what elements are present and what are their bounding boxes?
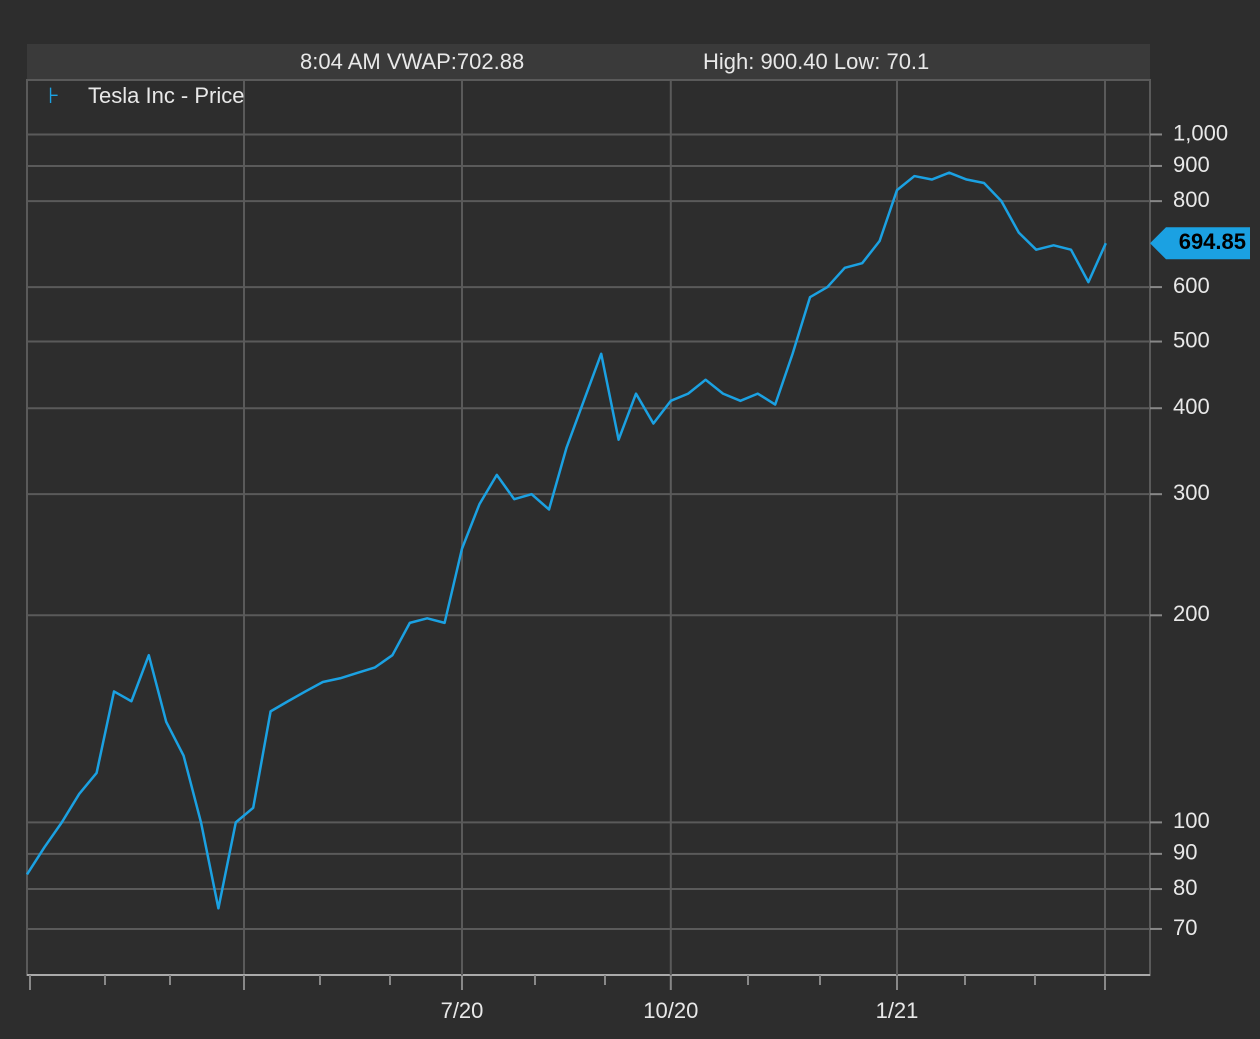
header-band bbox=[27, 44, 1150, 80]
x-tick-label: 1/21 bbox=[876, 998, 919, 1023]
legend-label: Tesla Inc - Price bbox=[88, 83, 245, 108]
y-tick-label: 80 bbox=[1173, 875, 1197, 900]
y-tick-label: 400 bbox=[1173, 394, 1210, 419]
last-price-label: 694.85 bbox=[1179, 229, 1246, 254]
y-tick-label: 90 bbox=[1173, 840, 1197, 865]
y-tick-label: 1,000 bbox=[1173, 120, 1228, 145]
y-tick-label: 200 bbox=[1173, 601, 1210, 626]
header-high-low: High: 900.40 Low: 70.1 bbox=[703, 49, 929, 74]
header-vwap: 8:04 AM VWAP:702.88 bbox=[300, 49, 524, 74]
y-tick-label: 800 bbox=[1173, 187, 1210, 212]
legend-icon: ⊦ bbox=[48, 83, 59, 108]
y-tick-label: 900 bbox=[1173, 152, 1210, 177]
y-tick-label: 300 bbox=[1173, 480, 1210, 505]
price-line bbox=[25, 171, 1107, 910]
y-tick-label: 600 bbox=[1173, 273, 1210, 298]
y-tick-label: 500 bbox=[1173, 327, 1210, 352]
x-tick-label: 7/20 bbox=[441, 998, 484, 1023]
x-tick-label: 10/20 bbox=[643, 998, 698, 1023]
last-price-marker bbox=[1150, 227, 1250, 260]
y-tick-label: 100 bbox=[1173, 808, 1210, 833]
y-tick-label: 70 bbox=[1173, 915, 1197, 940]
minor-ticks bbox=[29, 975, 1106, 990]
